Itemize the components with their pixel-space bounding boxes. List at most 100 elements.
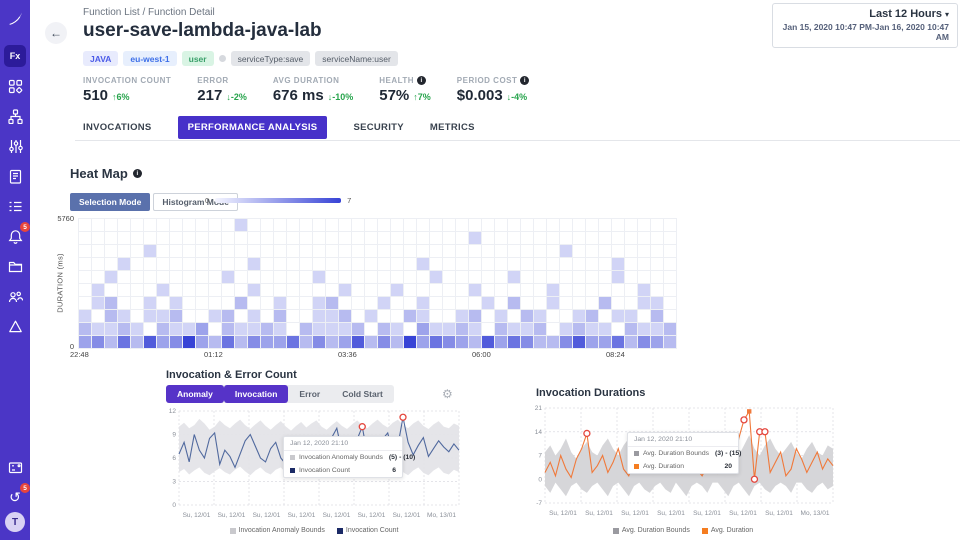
heatmap-cell[interactable] (612, 336, 625, 349)
heatmap-cell[interactable] (456, 323, 469, 336)
heatmap-cell[interactable] (404, 323, 417, 336)
heatmap-cell[interactable] (287, 245, 300, 258)
heatmap-cell[interactable] (170, 284, 183, 297)
heatmap-cell[interactable] (287, 336, 300, 349)
heatmap-cell[interactable] (469, 310, 482, 323)
heatmap-cell[interactable] (508, 284, 521, 297)
heatmap-cell[interactable] (92, 284, 105, 297)
legend-item[interactable]: Invocation Anomaly Bounds (229, 527, 325, 534)
heatmap-cell[interactable] (612, 232, 625, 245)
heatmap-cell[interactable] (378, 219, 391, 232)
heatmap-cell[interactable] (339, 232, 352, 245)
heatmap-cell[interactable] (131, 284, 144, 297)
heatmap-cell[interactable] (417, 323, 430, 336)
heatmap-cell[interactable] (248, 284, 261, 297)
heatmap-cell[interactable] (170, 336, 183, 349)
heatmap-cell[interactable] (105, 245, 118, 258)
heatmap-cell[interactable] (209, 219, 222, 232)
heatmap-cell[interactable] (560, 232, 573, 245)
heatmap-cell[interactable] (586, 271, 599, 284)
heatmap-cell[interactable] (105, 297, 118, 310)
heatmap-cell[interactable] (326, 271, 339, 284)
heatmap-cell[interactable] (313, 284, 326, 297)
heatmap-cell[interactable] (131, 323, 144, 336)
heatmap-cell[interactable] (261, 284, 274, 297)
heatmap-cell[interactable] (495, 310, 508, 323)
heatmap-cell[interactable] (599, 271, 612, 284)
heatmap-cell[interactable] (92, 336, 105, 349)
heatmap-cell[interactable] (443, 271, 456, 284)
heatmap-cell[interactable] (261, 336, 274, 349)
heatmap-cell[interactable] (560, 284, 573, 297)
heatmap-cell[interactable] (79, 245, 92, 258)
heatmap-cell[interactable] (339, 219, 352, 232)
heatmap-cell[interactable] (547, 258, 560, 271)
heatmap-cell[interactable] (235, 310, 248, 323)
heatmap-cell[interactable] (365, 258, 378, 271)
heatmap-cell[interactable] (300, 323, 313, 336)
heatmap-cell[interactable] (573, 297, 586, 310)
heatmap-cell[interactable] (209, 310, 222, 323)
heatmap-cell[interactable] (651, 258, 664, 271)
heatmap-cell[interactable] (79, 310, 92, 323)
heatmap-cell[interactable] (313, 219, 326, 232)
heatmap-cell[interactable] (248, 258, 261, 271)
heatmap-cell[interactable] (625, 284, 638, 297)
heatmap-cell[interactable] (625, 310, 638, 323)
user-avatar[interactable]: T (5, 512, 25, 532)
selection-mode-button[interactable]: Selection Mode (70, 193, 151, 211)
heatmap-cell[interactable] (170, 258, 183, 271)
heatmap-grid[interactable] (78, 218, 677, 349)
heatmap-cell[interactable] (534, 297, 547, 310)
heatmap-cell[interactable] (365, 323, 378, 336)
heatmap-cell[interactable] (378, 271, 391, 284)
sidebar-item-billing[interactable] (0, 452, 30, 482)
heatmap-cell[interactable] (248, 271, 261, 284)
heatmap-cell[interactable] (625, 219, 638, 232)
heatmap-cell[interactable] (495, 284, 508, 297)
heatmap-cell[interactable] (274, 297, 287, 310)
heatmap-cell[interactable] (534, 323, 547, 336)
heatmap-cell[interactable] (664, 310, 677, 323)
heatmap-cell[interactable] (638, 258, 651, 271)
heatmap-cell[interactable] (625, 297, 638, 310)
heatmap-cell[interactable] (352, 219, 365, 232)
heatmap-cell[interactable] (495, 271, 508, 284)
heatmap-cell[interactable] (456, 232, 469, 245)
heatmap-cell[interactable] (105, 219, 118, 232)
heatmap-cell[interactable] (521, 297, 534, 310)
heatmap-cell[interactable] (573, 219, 586, 232)
heatmap-cell[interactable] (352, 310, 365, 323)
heatmap-cell[interactable] (326, 284, 339, 297)
heatmap-cell[interactable] (287, 232, 300, 245)
heatmap-cell[interactable] (157, 297, 170, 310)
heatmap-cell[interactable] (469, 297, 482, 310)
heatmap-cell[interactable] (170, 310, 183, 323)
heatmap-cell[interactable] (430, 219, 443, 232)
heatmap-cell[interactable] (313, 310, 326, 323)
heatmap-cell[interactable] (573, 336, 586, 349)
heatmap-cell[interactable] (664, 232, 677, 245)
heatmap-cell[interactable] (222, 297, 235, 310)
heatmap-cell[interactable] (508, 219, 521, 232)
heatmap-cell[interactable] (287, 258, 300, 271)
heatmap-cell[interactable] (456, 336, 469, 349)
heatmap-cell[interactable] (92, 219, 105, 232)
heatmap-cell[interactable] (183, 310, 196, 323)
heatmap-cell[interactable] (586, 336, 599, 349)
heatmap-cell[interactable] (235, 323, 248, 336)
heatmap-cell[interactable] (469, 232, 482, 245)
heatmap-cell[interactable] (651, 323, 664, 336)
heatmap-cell[interactable] (495, 245, 508, 258)
tab-performance-analysis[interactable]: PERFORMANCE ANALYSIS (177, 116, 328, 139)
heatmap-cell[interactable] (573, 271, 586, 284)
heatmap-cell[interactable] (300, 336, 313, 349)
heatmap-cell[interactable] (391, 297, 404, 310)
heatmap-cell[interactable] (248, 245, 261, 258)
heatmap-cell[interactable] (573, 310, 586, 323)
heatmap-cell[interactable] (144, 297, 157, 310)
heatmap-cell[interactable] (92, 310, 105, 323)
heatmap-cell[interactable] (183, 232, 196, 245)
heatmap-cell[interactable] (573, 323, 586, 336)
heatmap-cell[interactable] (170, 232, 183, 245)
